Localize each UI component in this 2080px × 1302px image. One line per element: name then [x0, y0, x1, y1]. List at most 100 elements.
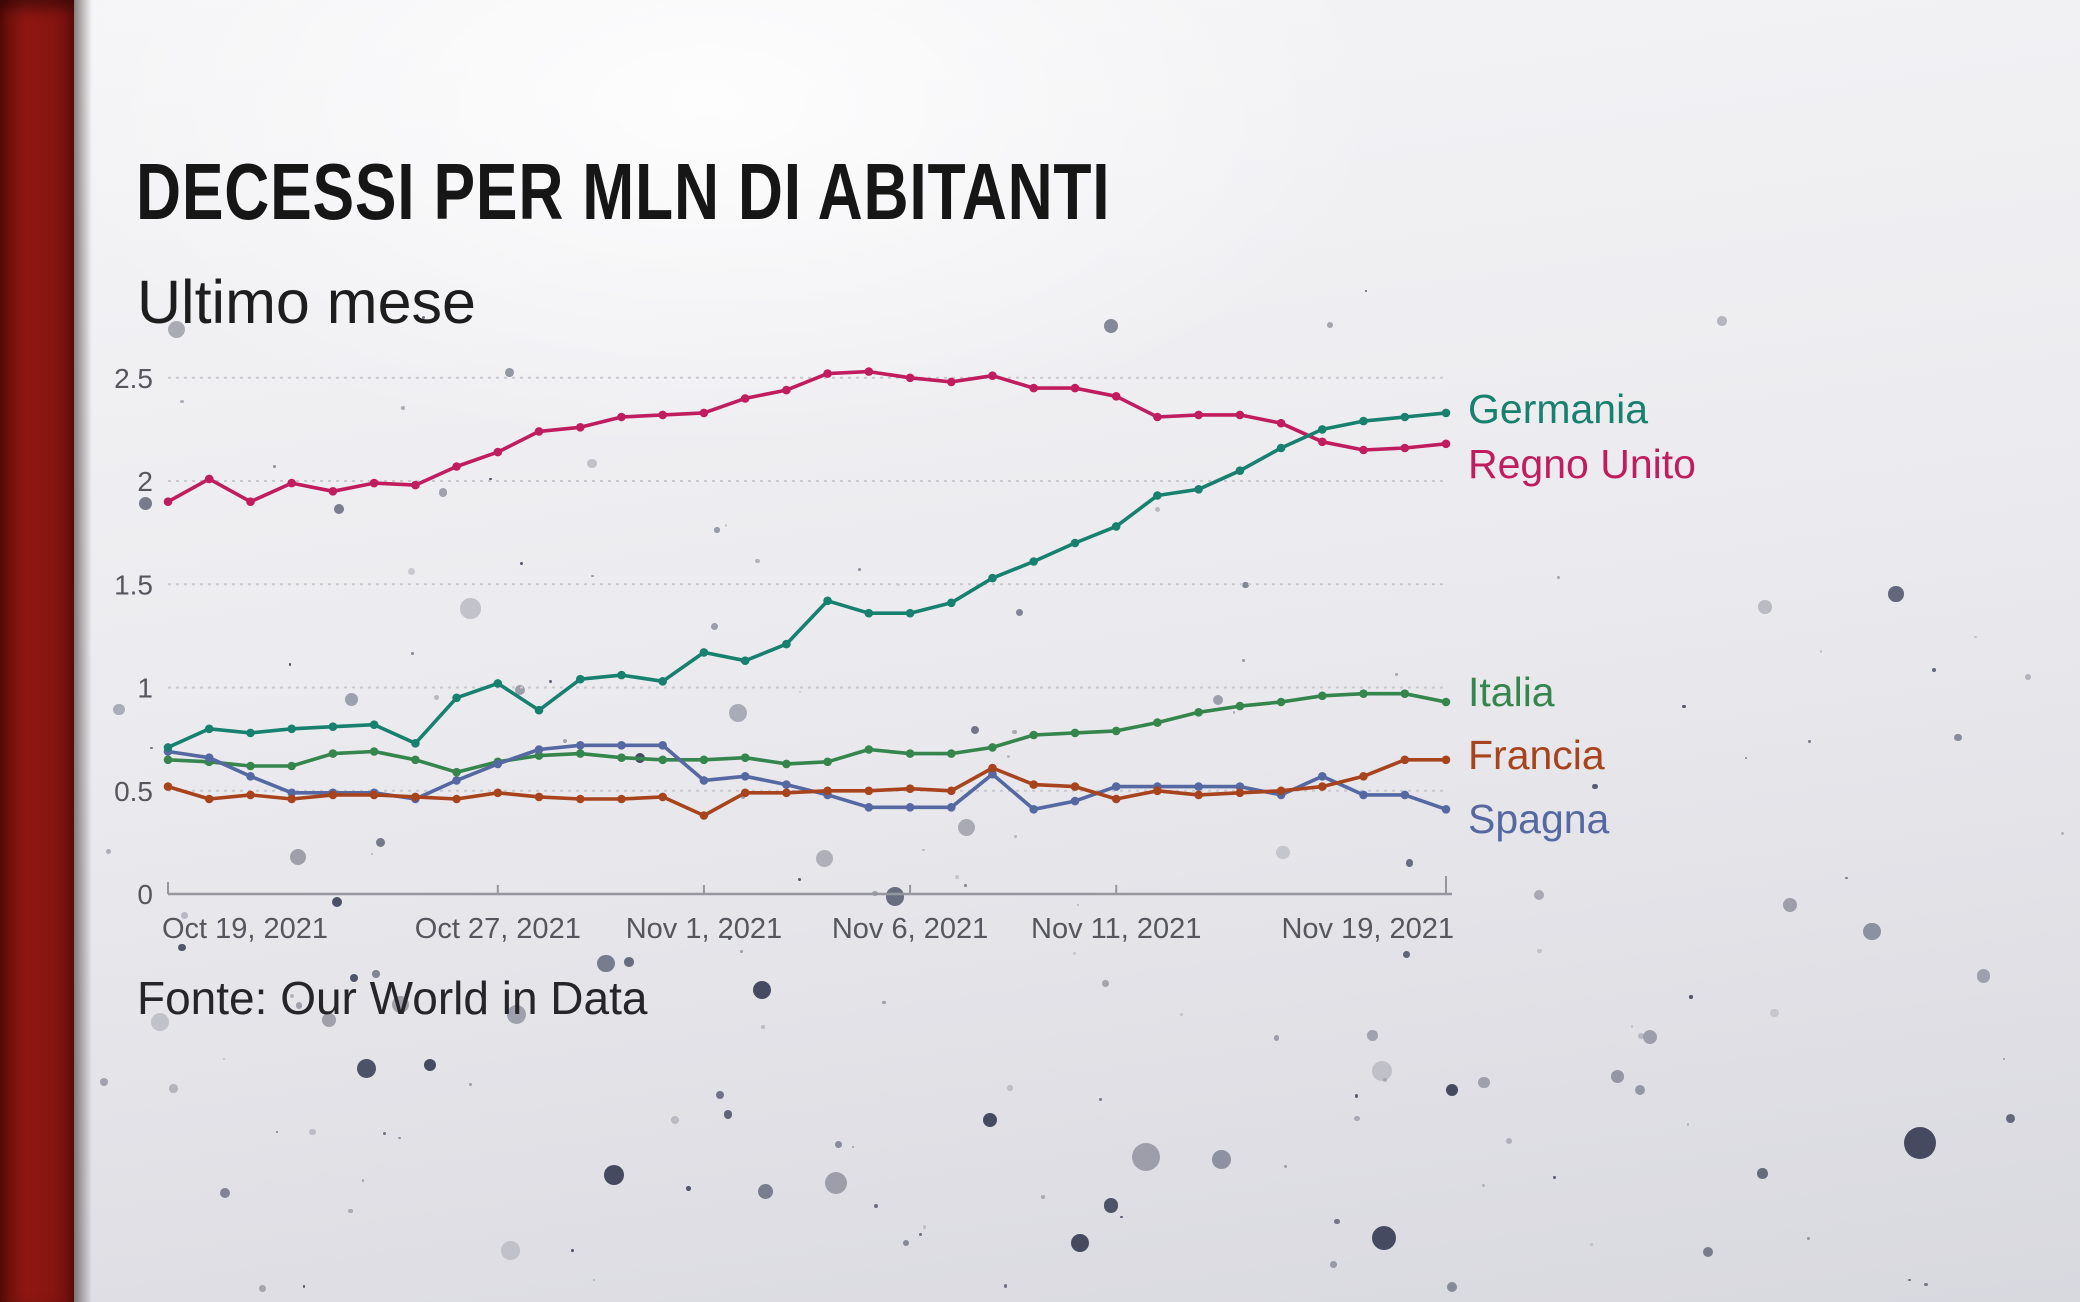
speckle-dot	[970, 725, 980, 735]
speckle-dot	[1076, 903, 1080, 907]
data-point-spagna	[905, 803, 915, 812]
speckle-dot	[1783, 898, 1797, 912]
speckle-dot	[1863, 922, 1881, 941]
data-point-spagna	[163, 747, 173, 756]
data-point-italia	[740, 753, 750, 762]
speckle-dot	[964, 884, 967, 887]
data-point-regno-unito	[493, 447, 503, 457]
speckle-dot	[222, 1058, 226, 1061]
speckle-dot	[903, 1239, 910, 1246]
data-point-germania	[864, 608, 874, 618]
speckle-dot	[872, 890, 878, 896]
speckle-dot	[407, 568, 415, 576]
data-point-germania	[740, 656, 750, 665]
data-point-francia	[905, 784, 915, 793]
data-point-regno-unito	[947, 377, 956, 387]
speckle-dot	[203, 761, 208, 765]
data-point-francia	[823, 786, 832, 796]
speckle-dot	[468, 1083, 472, 1086]
data-point-germania	[1194, 485, 1203, 494]
page-subtitle: Ultimo mese	[137, 268, 476, 336]
data-point-spagna	[493, 759, 503, 769]
speckle-dot	[1016, 609, 1024, 617]
speckle-dot	[309, 1128, 316, 1135]
speckle-dot	[549, 680, 553, 684]
y-axis-label: 1	[137, 673, 153, 704]
data-point-francia	[864, 786, 874, 796]
data-point-francia	[328, 790, 338, 800]
series-line-spagna	[166, 743, 1448, 812]
data-point-spagna	[823, 790, 832, 800]
data-point-francia	[1111, 794, 1121, 804]
data-point-regno-unito	[163, 497, 173, 507]
x-axis-label: Oct 27, 2021	[415, 913, 581, 945]
speckle-dot	[1372, 1226, 1396, 1250]
speckle-dot	[1505, 1137, 1513, 1145]
data-point-germania	[988, 573, 997, 583]
speckle-dot	[1908, 1278, 1911, 1282]
data-point-germania	[947, 598, 956, 608]
speckle-dot	[1682, 704, 1687, 709]
speckle-dot	[715, 1090, 724, 1099]
speckle-dot	[333, 503, 344, 514]
data-point-spagna	[246, 772, 255, 781]
data-point-regno-unito	[905, 373, 915, 383]
series-line-germania	[166, 411, 1448, 750]
data-point-germania	[246, 728, 255, 738]
data-point-francia	[246, 790, 255, 800]
speckle-dot	[624, 957, 634, 967]
speckle-dot	[370, 852, 373, 855]
x-axis-label: Nov 6, 2021	[832, 913, 988, 945]
speckle-dot	[1103, 1197, 1119, 1213]
speckle-dot	[375, 838, 385, 848]
data-point-regno-unito	[1441, 439, 1451, 449]
speckle-dot	[1744, 756, 1748, 759]
data-point-italia	[617, 753, 626, 762]
speckle-dot	[180, 400, 184, 404]
speckle-dot	[825, 1172, 847, 1194]
speckle-dot	[1073, 952, 1076, 955]
data-point-italia	[947, 749, 956, 758]
data-point-regno-unito	[1235, 410, 1245, 420]
speckle-dot	[100, 1077, 109, 1086]
speckle-dot	[1327, 322, 1333, 329]
data-point-francia	[534, 792, 544, 802]
legend-label-germania: Germania	[1468, 386, 1649, 432]
data-point-germania	[1441, 408, 1451, 418]
data-point-germania	[1111, 522, 1121, 531]
speckle-dot	[1354, 1094, 1359, 1099]
speckle-dot	[1638, 1032, 1645, 1040]
speckle-dot	[1634, 1084, 1645, 1095]
speckle-dot	[882, 1000, 886, 1005]
data-point-italia	[988, 743, 997, 752]
data-point-italia	[1400, 689, 1410, 698]
data-point-regno-unito	[988, 371, 997, 381]
speckle-dot	[1132, 1143, 1160, 1171]
x-axis-label: Nov 1, 2021	[626, 913, 782, 945]
speckle-dot	[885, 887, 905, 906]
data-point-francia	[1359, 772, 1368, 781]
speckle-dot	[955, 875, 960, 879]
data-point-germania	[905, 608, 915, 618]
data-point-spagna	[1359, 790, 1368, 800]
speckle-dot	[1592, 783, 1598, 790]
data-point-regno-unito	[1111, 392, 1121, 401]
data-point-francia	[740, 788, 750, 798]
speckle-dot	[1334, 1218, 1340, 1225]
speckle-dot	[424, 1059, 436, 1071]
speckle-dot	[1354, 1115, 1360, 1122]
data-point-regno-unito	[411, 480, 420, 490]
speckle-dot	[587, 458, 597, 469]
data-point-spagna	[1235, 782, 1245, 791]
speckle-dot	[1180, 1013, 1183, 1016]
speckle-dot	[1276, 845, 1290, 860]
data-point-italia	[782, 759, 791, 769]
data-point-spagna	[1441, 805, 1451, 814]
speckle-dot	[711, 623, 719, 631]
data-point-francia	[1070, 782, 1080, 791]
data-point-italia	[534, 751, 544, 760]
data-point-italia	[411, 755, 420, 765]
x-axis-label: Oct 19, 2021	[162, 913, 328, 945]
speckle-dot	[1717, 315, 1728, 326]
